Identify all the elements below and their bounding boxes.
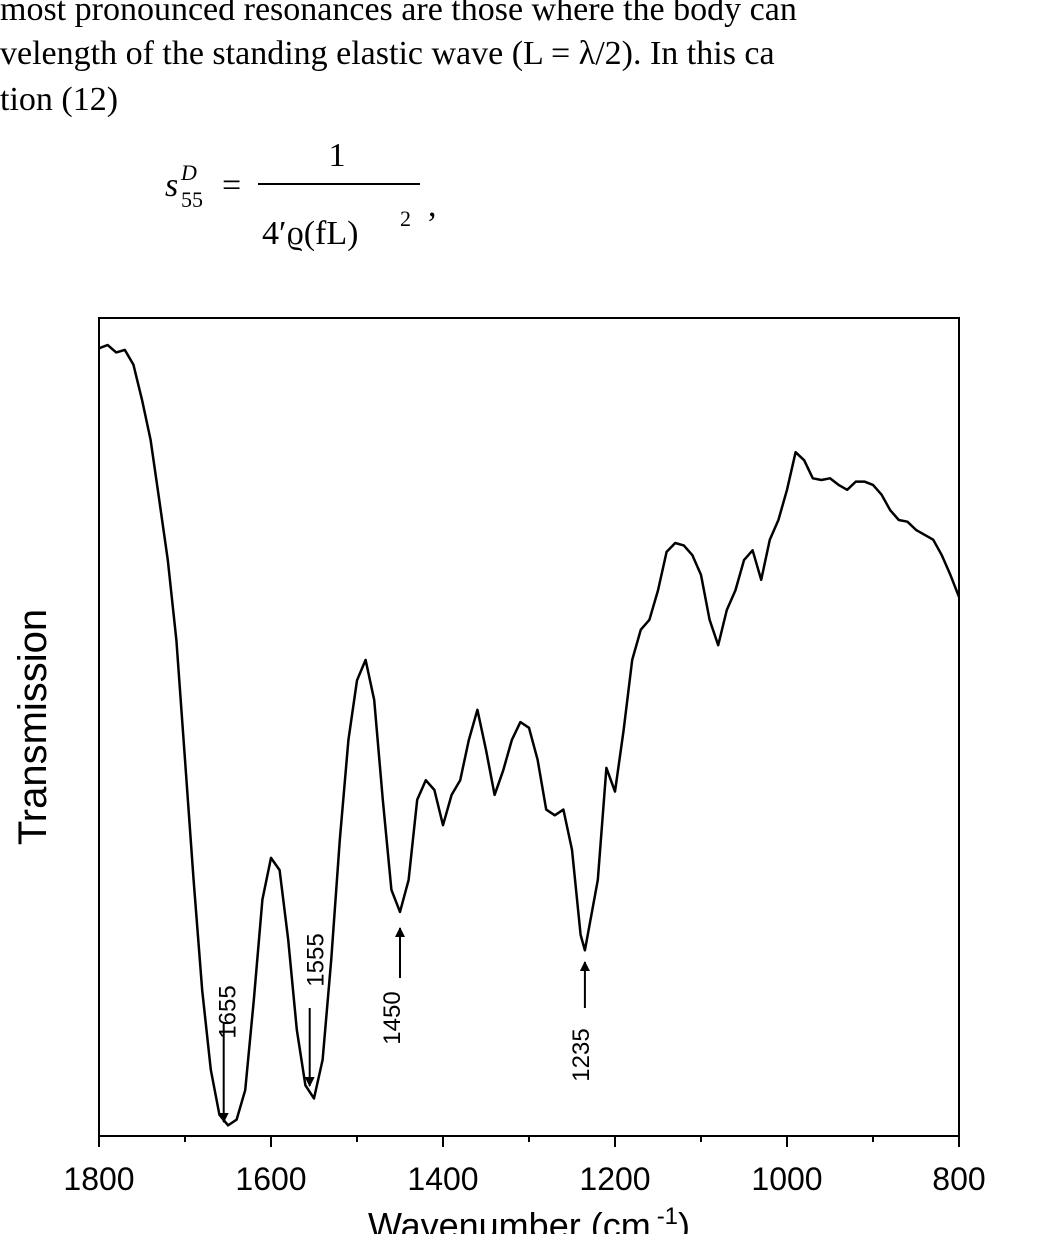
spectrum-line: [98, 343, 961, 1127]
peak-label: 1655: [215, 985, 242, 1038]
text-line: velength of the standing elastic wave (L…: [0, 35, 775, 72]
eq-sub: 55: [181, 187, 203, 212]
peak-label: 1235: [568, 1028, 595, 1081]
x-tick-label: 1200: [579, 1161, 650, 1197]
peak-label: 1555: [303, 933, 330, 986]
eq-symbol: s: [165, 167, 178, 204]
x-tick-label: 800: [932, 1161, 985, 1197]
text-line: most pronounced resonances are those whe…: [0, 0, 797, 28]
eq-sup: D: [180, 160, 197, 185]
x-axis-label-main: Wavenumber (cm: [368, 1205, 651, 1234]
eq-equals: =: [222, 167, 241, 204]
equation: s D 55 = 1 4′ϱ(fL) 2 ,: [165, 137, 437, 252]
x-tick-label: 1400: [407, 1161, 478, 1197]
x-axis-label-sup: -1: [657, 1203, 678, 1230]
eq-power: 2: [400, 206, 411, 231]
y-axis-label: Transmission: [11, 609, 55, 845]
peak-label: 1450: [379, 991, 406, 1044]
x-tick-label: 1600: [235, 1161, 306, 1197]
x-tick-label: 1800: [63, 1161, 134, 1197]
eq-denominator: 4′ϱ(fL): [262, 215, 358, 252]
text-line: tion (12): [0, 81, 118, 118]
x-tick-label: 1000: [751, 1161, 822, 1197]
eq-comma: ,: [428, 187, 437, 224]
x-axis-label: Wavenumber (cm -1): [368, 1203, 690, 1234]
eq-numerator: 1: [329, 137, 346, 174]
x-axis-label-end: ): [678, 1205, 690, 1234]
